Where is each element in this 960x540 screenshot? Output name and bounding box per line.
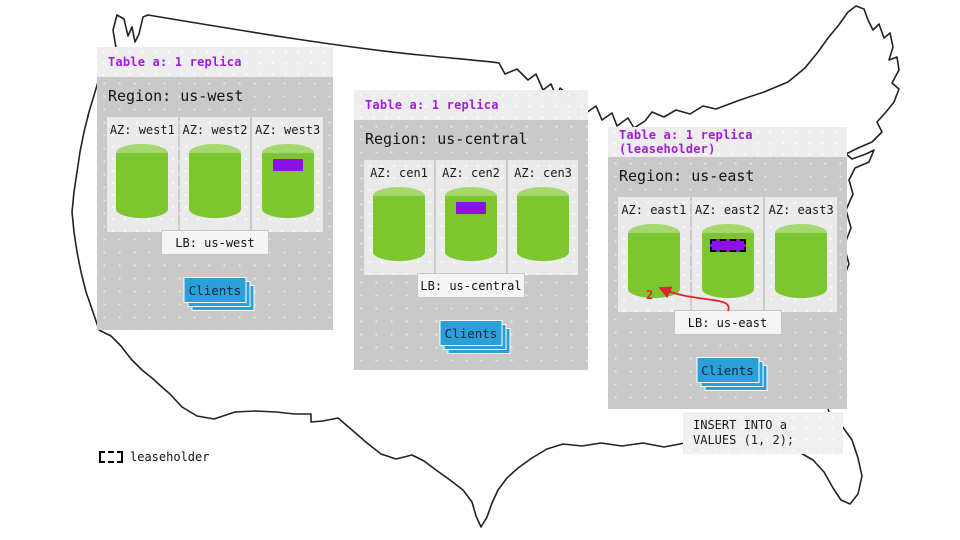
database-node-icon <box>445 187 497 261</box>
region-panel-us-east: Table a: 1 replica (leaseholder) Region:… <box>608 127 847 409</box>
cylinder-body <box>445 196 497 261</box>
leaseholder-swatch-icon <box>99 451 123 463</box>
database-node-icon <box>627 224 680 298</box>
cylinder-body <box>517 196 569 261</box>
az-box-cen1: AZ: cen1 <box>364 160 434 275</box>
hop-count-label: 2 <box>646 288 654 302</box>
az-box-east1: AZ: east1 <box>618 197 690 312</box>
az-label: AZ: cen3 <box>514 166 572 180</box>
region-panel-us-central: Table a: 1 replica Region: us-central AZ… <box>354 90 588 370</box>
leaseholder-legend: leaseholder <box>99 450 209 464</box>
database-node-icon <box>775 224 828 298</box>
cylinder-body <box>189 153 241 218</box>
load-balancer-box: LB: us-central <box>417 273 525 298</box>
database-node-icon <box>373 187 425 261</box>
clients-stack: Clients <box>696 357 767 391</box>
table-replica-header: Table a: 1 replica <box>97 47 333 77</box>
az-row: AZ: west1 AZ: west2 <box>107 117 324 232</box>
table-replica-header: Table a: 1 replica <box>354 90 588 120</box>
region-title: Region: us-central <box>365 130 528 148</box>
clients-card: Clients <box>439 320 503 346</box>
az-label: AZ: cen1 <box>370 166 428 180</box>
region-body: Region: us-central AZ: cen1 AZ: cen2 <box>354 120 588 370</box>
region-title: Region: us-west <box>108 87 244 105</box>
clients-stack: Clients <box>439 320 511 354</box>
cylinder-body <box>116 153 169 218</box>
az-row: AZ: cen1 AZ: cen2 <box>364 160 578 275</box>
clients-stack: Clients <box>183 277 255 311</box>
az-label: AZ: east2 <box>694 203 761 217</box>
replica-rect <box>272 159 303 171</box>
region-body: Region: us-west AZ: west1 AZ: west2 <box>97 77 333 330</box>
az-box-cen2: AZ: cen2 <box>436 160 506 275</box>
sql-line-2: VALUES (1, 2); <box>693 433 795 447</box>
cylinder-body <box>627 233 680 298</box>
az-label: AZ: cen2 <box>442 166 500 180</box>
replica-rect <box>456 202 486 214</box>
load-balancer-box: LB: us-east <box>673 310 782 335</box>
database-node-icon <box>189 144 241 218</box>
az-label: AZ: east3 <box>768 203 834 217</box>
clients-card: Clients <box>183 277 247 303</box>
az-box-west1: AZ: west1 <box>107 117 178 232</box>
table-replica-leaseholder-label: Table a: 1 replica (leaseholder) <box>619 128 753 156</box>
clients-card: Clients <box>696 357 759 383</box>
az-label: AZ: east1 <box>621 203 687 217</box>
az-box-east2: AZ: east2 <box>691 197 764 312</box>
az-label: AZ: west2 <box>182 123 248 137</box>
cylinder-body <box>373 196 425 261</box>
load-balancer-box: LB: us-west <box>161 230 269 255</box>
sql-insert-note: INSERT INTO a VALUES (1, 2); <box>683 412 843 454</box>
az-label: AZ: west1 <box>109 123 175 137</box>
cylinder-body <box>775 233 828 298</box>
cylinder-body <box>261 153 314 218</box>
database-node-icon <box>517 187 569 261</box>
table-replica-label: Table a: 1 replica <box>108 55 242 69</box>
region-title: Region: us-east <box>619 167 755 185</box>
database-node-icon <box>116 144 169 218</box>
database-node-icon <box>701 224 754 298</box>
cylinder-body <box>701 233 754 298</box>
az-box-west3: AZ: west3 <box>252 117 324 232</box>
table-replica-header: Table a: 1 replica (leaseholder) <box>608 127 847 157</box>
leaseholder-replica-rect <box>709 239 746 252</box>
table-replica-label: Table a: 1 replica <box>365 98 499 112</box>
az-box-east3: AZ: east3 <box>765 197 838 312</box>
az-box-west2: AZ: west2 <box>179 117 251 232</box>
sql-line-1: INSERT INTO a <box>693 418 787 432</box>
leaseholder-legend-label: leaseholder <box>130 450 210 464</box>
az-label: AZ: west3 <box>255 123 321 137</box>
region-body: Region: us-east AZ: east1 AZ: east2 <box>608 157 847 409</box>
az-box-cen3: AZ: cen3 <box>508 160 578 275</box>
database-node-icon <box>261 144 314 218</box>
region-panel-us-west: Table a: 1 replica Region: us-west AZ: w… <box>97 47 333 330</box>
